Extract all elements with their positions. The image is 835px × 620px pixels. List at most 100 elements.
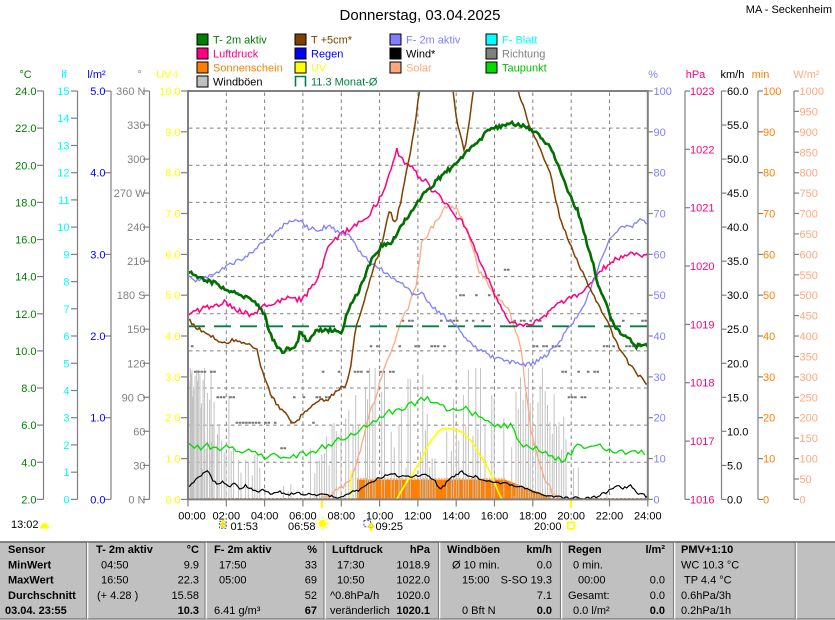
svg-text:18.0: 18.0 — [15, 197, 36, 209]
svg-text:WC 10.3 °C: WC 10.3 °C — [681, 559, 739, 571]
svg-text:veränderlich: veränderlich — [330, 605, 390, 617]
svg-text:1.0: 1.0 — [90, 413, 105, 425]
svg-text:550: 550 — [800, 270, 818, 282]
svg-text:3.0: 3.0 — [165, 372, 180, 384]
svg-text:15.0: 15.0 — [727, 392, 748, 404]
svg-text:0: 0 — [63, 494, 69, 506]
svg-text:200: 200 — [800, 413, 818, 425]
svg-text:0.0: 0.0 — [650, 605, 665, 617]
svg-text:01:53: 01:53 — [231, 521, 259, 533]
svg-text:17:30: 17:30 — [337, 559, 365, 571]
svg-text:30: 30 — [133, 460, 145, 472]
svg-text:09:25: 09:25 — [376, 521, 404, 533]
svg-text:00:00: 00:00 — [178, 511, 206, 523]
svg-text:T- 2m aktiv: T- 2m aktiv — [96, 544, 154, 556]
svg-text:20: 20 — [763, 413, 775, 425]
svg-text:6: 6 — [63, 331, 69, 343]
svg-text:10.0: 10.0 — [159, 86, 180, 98]
svg-text:22.3: 22.3 — [178, 575, 199, 587]
svg-text:14:00: 14:00 — [442, 511, 470, 523]
svg-text:90: 90 — [654, 127, 666, 139]
svg-text:5.0: 5.0 — [727, 460, 742, 472]
svg-text:Solar: Solar — [406, 63, 432, 75]
svg-text:4.0: 4.0 — [165, 331, 180, 343]
svg-text:1020: 1020 — [690, 261, 714, 273]
svg-text:60: 60 — [763, 249, 775, 261]
svg-text:MA - Seckenheim: MA - Seckenheim — [746, 4, 832, 16]
svg-text:12.0: 12.0 — [15, 309, 36, 321]
svg-text:750: 750 — [800, 188, 818, 200]
svg-text:950: 950 — [800, 106, 818, 118]
svg-text:11: 11 — [58, 195, 69, 207]
svg-text:1021: 1021 — [690, 203, 714, 215]
svg-text:Luftdruck: Luftdruck — [213, 49, 259, 61]
svg-text:F- 2m aktiv: F- 2m aktiv — [406, 35, 461, 47]
svg-text:13:02: 13:02 — [11, 519, 39, 531]
svg-text:06:00: 06:00 — [289, 511, 317, 523]
svg-text:33: 33 — [305, 559, 317, 571]
svg-text:7: 7 — [63, 304, 69, 316]
svg-text:1022.0: 1022.0 — [396, 575, 430, 587]
svg-text:Durchschnitt: Durchschnitt — [8, 590, 76, 602]
svg-text:11.3 Monat-Ø: 11.3 Monat-Ø — [311, 77, 378, 89]
svg-text:°C: °C — [187, 544, 199, 556]
svg-text:70: 70 — [654, 209, 666, 221]
svg-text:10.0: 10.0 — [727, 426, 748, 438]
svg-text:lf: lf — [61, 69, 67, 81]
svg-text:650: 650 — [800, 229, 818, 241]
svg-text:06:58: 06:58 — [288, 521, 316, 533]
svg-text:250: 250 — [800, 392, 818, 404]
svg-text:4.0: 4.0 — [21, 457, 36, 469]
svg-text:km/h: km/h — [720, 69, 744, 81]
svg-text:0.0: 0.0 — [165, 494, 180, 506]
svg-text:6.0: 6.0 — [165, 249, 180, 261]
svg-text:14.0: 14.0 — [15, 272, 36, 284]
svg-text:40: 40 — [763, 331, 775, 343]
svg-text:9.9: 9.9 — [184, 559, 199, 571]
svg-text:1020.0: 1020.0 — [396, 590, 430, 602]
svg-text:17:50: 17:50 — [219, 559, 247, 571]
svg-text:6.41 g/m³: 6.41 g/m³ — [214, 605, 261, 617]
svg-text:Ø 10 min.: Ø 10 min. — [452, 559, 500, 571]
svg-text:6.0: 6.0 — [21, 420, 36, 432]
svg-text:8.0: 8.0 — [165, 168, 180, 180]
svg-text:03.04. 23:55: 03.04. 23:55 — [5, 605, 67, 617]
svg-text:00:00: 00:00 — [578, 575, 606, 587]
svg-text:450: 450 — [800, 311, 818, 323]
svg-text:100: 100 — [763, 86, 781, 98]
svg-text:Wind*: Wind* — [406, 49, 436, 61]
svg-text:15:00: 15:00 — [462, 575, 490, 587]
svg-text:08:00: 08:00 — [328, 511, 356, 523]
svg-text:10: 10 — [763, 454, 775, 466]
svg-text:300: 300 — [800, 372, 818, 384]
svg-text:20.0: 20.0 — [15, 160, 36, 172]
svg-text:1020.1: 1020.1 — [396, 605, 430, 617]
svg-text:04:00: 04:00 — [251, 511, 279, 523]
svg-text:15: 15 — [57, 86, 69, 98]
svg-text:24:00: 24:00 — [634, 511, 662, 523]
svg-text:Windböen: Windböen — [213, 77, 263, 89]
svg-text:°C: °C — [19, 69, 31, 81]
svg-text:1019: 1019 — [690, 319, 714, 331]
svg-text:22.0: 22.0 — [15, 123, 36, 135]
svg-text:150: 150 — [127, 324, 145, 336]
svg-text:400: 400 — [800, 331, 818, 343]
svg-text:T- 2m aktiv: T- 2m aktiv — [213, 35, 267, 47]
svg-text:35.0: 35.0 — [727, 256, 748, 268]
svg-text:50: 50 — [654, 290, 666, 302]
svg-text:1: 1 — [63, 467, 69, 479]
svg-text:5.0: 5.0 — [165, 290, 180, 302]
svg-text:52: 52 — [305, 590, 317, 602]
svg-text:300: 300 — [127, 154, 145, 166]
svg-text:3: 3 — [63, 413, 69, 425]
svg-text:240: 240 — [127, 222, 145, 234]
svg-text:MinWert: MinWert — [8, 559, 52, 571]
svg-text:Richtung: Richtung — [502, 49, 545, 61]
svg-text:20.0: 20.0 — [727, 358, 748, 370]
svg-text:100: 100 — [654, 86, 672, 98]
svg-text:150: 150 — [800, 433, 818, 445]
svg-text:W/m²: W/m² — [793, 69, 820, 81]
svg-text:0 Bft N: 0 Bft N — [462, 605, 496, 617]
svg-text:25.0: 25.0 — [727, 324, 748, 336]
svg-text:S-SO 19.3: S-SO 19.3 — [501, 575, 552, 587]
